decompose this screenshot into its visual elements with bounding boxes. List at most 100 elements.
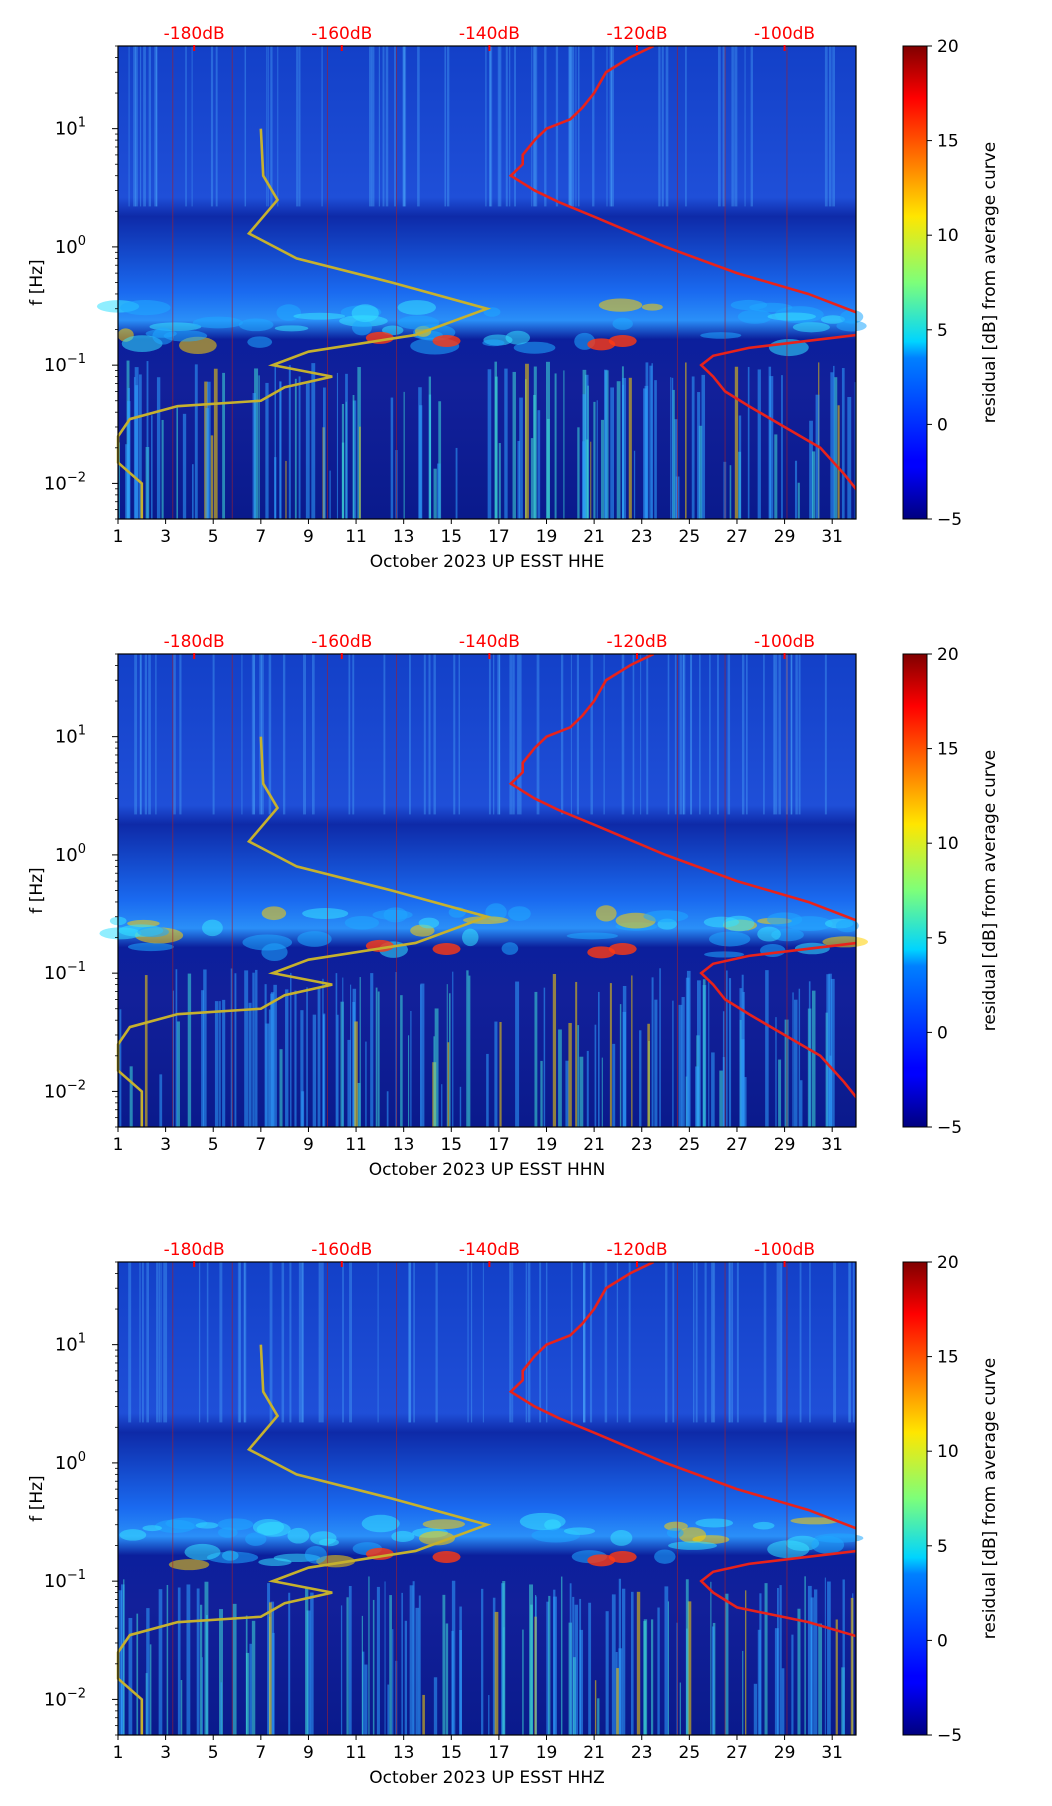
y-axis-label: f [Hz] (27, 1475, 47, 1521)
x-tick-label: 29 (774, 1135, 796, 1155)
x-tick-label: 19 (536, 1135, 558, 1155)
colorbar-label: residual [dB] from average curve (980, 750, 1000, 1031)
y-tick-label: 100 (55, 234, 86, 258)
spectrogram-texture (96, 46, 867, 519)
x-tick-label: 15 (440, 1743, 462, 1763)
x-axis-label: October 2023 UP ESST HHN (369, 1160, 606, 1180)
x-tick-label: 5 (208, 527, 219, 547)
top-axis-label: -160dB (311, 632, 372, 652)
x-tick-label: 15 (440, 1135, 462, 1155)
x-tick-label: 11 (345, 1743, 367, 1763)
top-axis-label: -180dB (164, 24, 225, 44)
x-tick-label: 7 (255, 1135, 266, 1155)
colorbar-gradient (902, 653, 928, 1128)
x-tick-label: 1 (113, 527, 124, 547)
x-tick-label: 17 (488, 1135, 510, 1155)
colorbar-gradient (902, 45, 928, 520)
spectrogram-background (118, 46, 856, 519)
red-curve (508, 46, 856, 492)
x-tick-label: 25 (679, 1743, 701, 1763)
colorbar: 20 15 10 5 0 −5 residual [dB] from average cur… (902, 37, 1000, 530)
colorbar-tick-label: 20 (937, 1253, 959, 1273)
colorbar-label: residual [dB] from average curve (980, 1358, 1000, 1639)
x-tick-label: 19 (536, 1743, 558, 1763)
colorbar-tick-label: 10 (937, 1442, 959, 1462)
top-axis-label: -140dB (459, 24, 520, 44)
colorbar-tick-label: 0 (937, 1631, 948, 1651)
y-tick-label: 10−1 (44, 352, 86, 376)
y-axis-label: f [Hz] (27, 867, 47, 913)
top-axis-label: -160dB (311, 1240, 372, 1260)
colorbar-tick-label: 20 (937, 645, 959, 665)
x-tick-label: 15 (440, 527, 462, 547)
y-axis-label: f [Hz] (27, 259, 47, 305)
x-tick-label: 13 (393, 1743, 415, 1763)
x-tick-label: 5 (208, 1743, 219, 1763)
colorbar-tick-label: 5 (937, 321, 948, 341)
x-tick-label: 29 (774, 1743, 796, 1763)
colorbar-tick-label: 15 (937, 132, 959, 152)
x-tick-label: 23 (631, 1135, 653, 1155)
x-tick-label: 27 (726, 1135, 748, 1155)
colorbar-tick-label: 5 (937, 929, 948, 949)
colorbar-tick-label: 10 (937, 226, 959, 246)
x-tick-label: 21 (583, 1743, 605, 1763)
x-tick-label: 9 (303, 1743, 314, 1763)
top-axis-label: -160dB (311, 24, 372, 44)
y-tick-label: 10−2 (44, 470, 86, 494)
spectrogram-background (118, 1262, 856, 1735)
x-tick-label: 1 (113, 1135, 124, 1155)
colorbar-label: residual [dB] from average curve (980, 142, 1000, 423)
colorbar-tick-label: 20 (937, 37, 959, 57)
x-axis-label: October 2023 UP ESST HHE (370, 552, 605, 572)
x-tick-label: 21 (583, 527, 605, 547)
x-tick-label: 13 (393, 1135, 415, 1155)
x-tick-label: 11 (345, 527, 367, 547)
x-tick-label: 3 (160, 1743, 171, 1763)
y-tick-label: 101 (55, 724, 86, 748)
top-axis-label: -140dB (459, 1240, 520, 1260)
colorbar-tick-label: −5 (937, 1726, 962, 1746)
y-tick-label: 100 (55, 842, 86, 866)
x-tick-label: 21 (583, 1135, 605, 1155)
colorbar-tick-label: 0 (937, 415, 948, 435)
spectrogram-background (118, 654, 856, 1127)
x-tick-label: 9 (303, 1135, 314, 1155)
colorbar-tick-label: −5 (937, 1118, 962, 1138)
colorbar-tick-label: 5 (937, 1537, 948, 1557)
x-tick-label: 9 (303, 527, 314, 547)
x-tick-label: 17 (488, 1743, 510, 1763)
colorbar-tick-label: 10 (937, 834, 959, 854)
colorbar: 20 15 10 5 0 −5 residual [dB] from average cur… (902, 645, 1000, 1138)
y-tick-label: 101 (55, 1332, 86, 1356)
x-tick-label: 27 (726, 1743, 748, 1763)
x-tick-label: 25 (679, 527, 701, 547)
x-axis-label: October 2023 UP ESST HHZ (369, 1768, 605, 1788)
x-tick-label: 31 (821, 1135, 843, 1155)
top-axis-label: -120dB (606, 1240, 667, 1260)
spectrogram-texture (99, 654, 868, 1127)
x-tick-label: 7 (255, 1743, 266, 1763)
x-tick-label: 7 (255, 527, 266, 547)
colorbar-tick-label: 15 (937, 740, 959, 760)
top-axis-label: -180dB (164, 632, 225, 652)
colorbar-tick-label: 0 (937, 1023, 948, 1043)
x-tick-label: 29 (774, 527, 796, 547)
top-axis-label: -100dB (754, 24, 815, 44)
y-tick-label: 101 (55, 116, 86, 140)
colorbar-tick-label: −5 (937, 510, 962, 530)
y-tick-label: 10−1 (44, 960, 86, 984)
x-tick-label: 3 (160, 527, 171, 547)
x-tick-label: 23 (631, 527, 653, 547)
x-tick-label: 31 (821, 1743, 843, 1763)
x-tick-label: 13 (393, 527, 415, 547)
colorbar-tick-label: 15 (937, 1348, 959, 1368)
x-tick-label: 5 (208, 1135, 219, 1155)
red-curve (508, 654, 856, 1100)
y-tick-label: 10−2 (44, 1078, 86, 1102)
x-tick-label: 19 (536, 527, 558, 547)
